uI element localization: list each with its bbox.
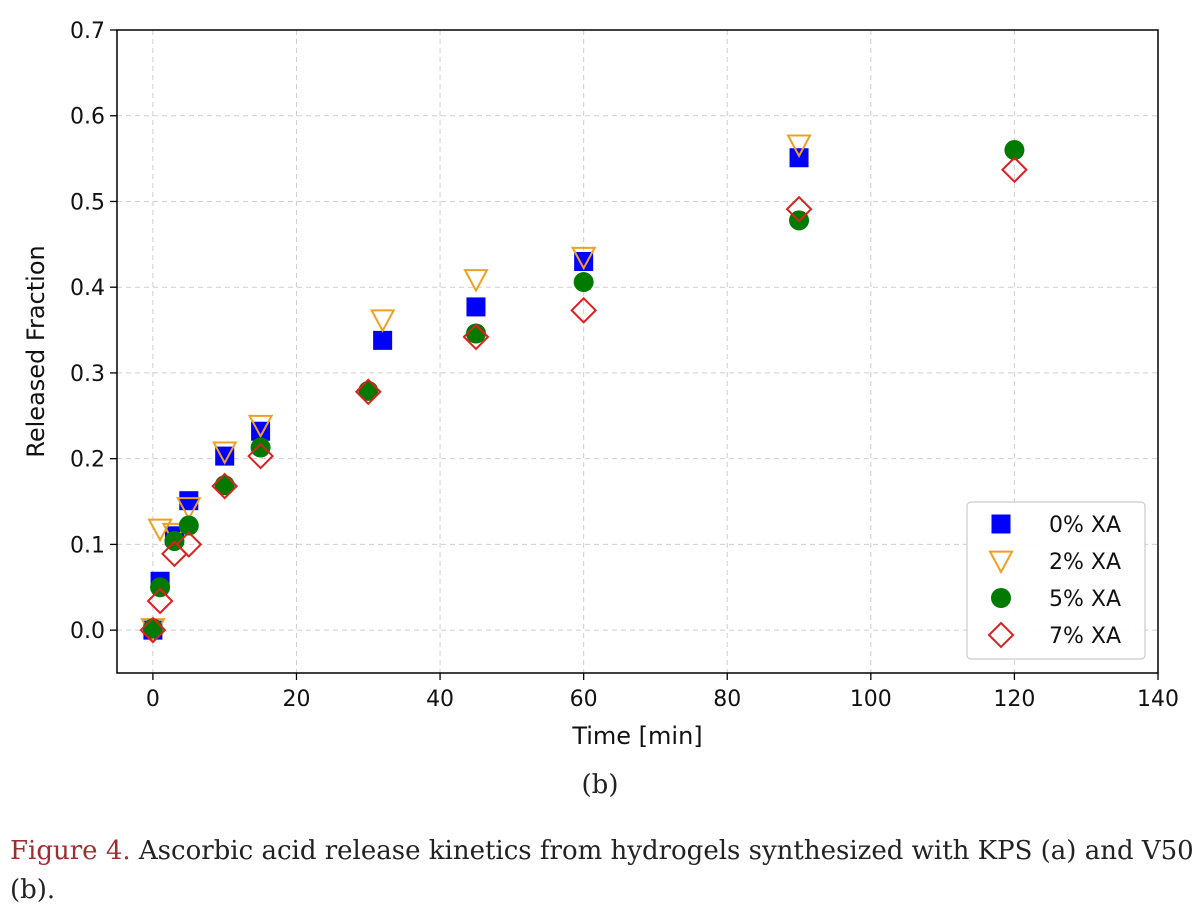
data-point	[1000, 156, 1028, 184]
legend-box	[966, 501, 1146, 660]
y-tick-label: 0.2	[70, 448, 105, 473]
caption-label: Figure 4.	[10, 836, 131, 866]
data-point	[175, 530, 203, 558]
x-axis-label: Time [min]	[571, 722, 702, 750]
data-point	[369, 309, 396, 333]
data-point	[786, 134, 812, 158]
x-tick-label: 100	[850, 687, 892, 712]
data-point	[466, 297, 486, 317]
y-tick-label: 0.4	[70, 276, 105, 301]
data-point	[247, 442, 275, 470]
legend-label: 2% XA	[1049, 550, 1121, 575]
data-point	[211, 472, 239, 500]
legend-label: 5% XA	[1049, 587, 1121, 612]
data-point	[574, 251, 594, 271]
release-kinetics-chart: 0 20 40 60 80 100 120 140 0.0 0.1 0.2 0.3 0.4 0.5 0.6 0…	[22, 19, 1179, 750]
series-2-xa	[140, 134, 812, 642]
y-tick-label: 0.0	[70, 619, 105, 644]
legend-marker	[988, 550, 1014, 575]
data-points	[139, 134, 1028, 644]
data-point	[570, 296, 598, 324]
data-point	[215, 446, 235, 466]
axis-ticks: 0 20 40 60 80 100 120 140 0.0 0.1 0.2 0.3 0.4 0.5 0.6 0…	[70, 19, 1179, 712]
series-7-xa	[139, 156, 1028, 644]
data-point	[354, 378, 382, 406]
data-point	[463, 269, 489, 293]
x-tick-label: 20	[282, 687, 310, 712]
legend-marker	[991, 588, 1011, 608]
legend-label: 0% XA	[1049, 513, 1121, 538]
legend: 0% XA 2% XA 5% XA 7% XA	[966, 501, 1146, 660]
data-point	[573, 272, 594, 293]
y-tick-label: 0.5	[70, 190, 105, 215]
x-tick-label: 60	[570, 687, 598, 712]
data-point	[176, 497, 202, 521]
y-axis-label: Released Fraction	[22, 245, 50, 457]
data-point	[146, 587, 174, 615]
data-point	[247, 414, 274, 439]
data-point	[179, 491, 199, 511]
x-tick-label: 120	[993, 687, 1035, 712]
x-tick-label: 140	[1137, 687, 1179, 712]
data-point	[373, 330, 393, 350]
figure-caption: Figure 4. Ascorbic acid release kinetics…	[10, 832, 1195, 910]
data-point	[465, 323, 486, 344]
data-point	[178, 515, 199, 536]
y-tick-label: 0.6	[70, 105, 105, 130]
data-point	[1004, 140, 1025, 161]
data-point	[150, 577, 171, 598]
subfigure-label: (b)	[581, 770, 619, 800]
series-0-xa	[143, 148, 809, 640]
legend-marker	[991, 514, 1011, 534]
legend-label: 7% XA	[1049, 624, 1121, 649]
y-tick-label: 0.7	[70, 19, 105, 44]
caption-text: Ascorbic acid release kinetics from hydr…	[10, 836, 1194, 905]
x-tick-label: 80	[713, 687, 741, 712]
x-tick-label: 40	[426, 687, 454, 712]
legend-marker	[987, 621, 1015, 649]
y-tick-label: 0.3	[70, 362, 105, 387]
plot-frame	[116, 29, 1159, 674]
data-point	[139, 616, 167, 644]
data-point	[785, 195, 813, 223]
data-point	[462, 323, 490, 351]
x-tick-label: 0	[146, 687, 160, 712]
data-point	[250, 437, 271, 458]
data-point	[570, 246, 597, 271]
data-point	[212, 441, 238, 465]
y-tick-label: 0.1	[70, 533, 105, 558]
